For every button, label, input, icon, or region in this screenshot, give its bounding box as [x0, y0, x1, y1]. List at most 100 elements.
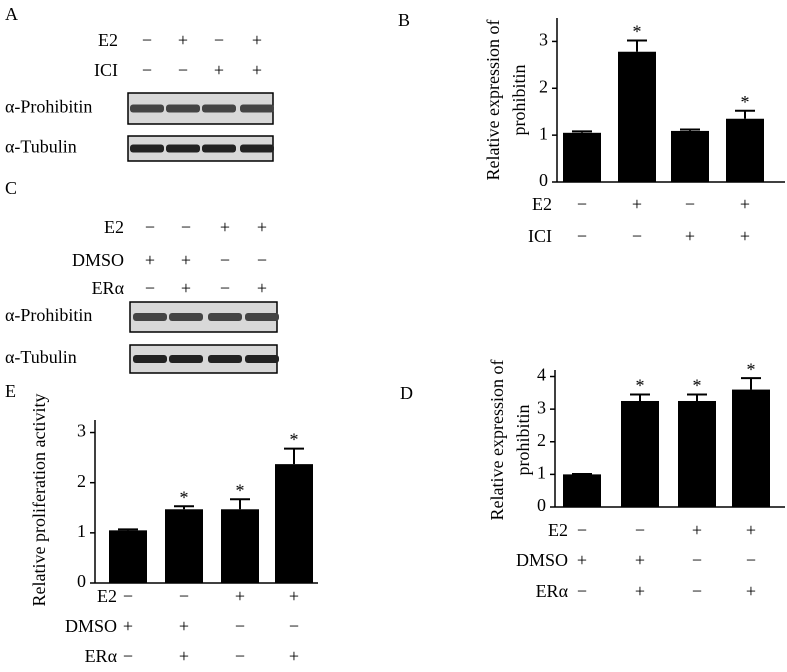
blot-band — [130, 144, 164, 153]
condition-sign: − — [577, 520, 587, 540]
condition-sign: − — [123, 586, 133, 606]
condition-sign: − — [577, 194, 587, 214]
condition-sign: − — [145, 217, 155, 237]
panel-letter: C — [5, 178, 17, 198]
condition-sign: + — [746, 520, 756, 540]
y-tick-label: 0 — [537, 495, 546, 515]
y-axis-label: prohibitin — [509, 65, 529, 136]
condition-sign: + — [179, 646, 189, 666]
condition-sign: − — [692, 550, 702, 570]
y-tick-label: 0 — [539, 170, 548, 190]
condition-sign: + — [181, 250, 191, 270]
condition-sign: + — [257, 217, 267, 237]
y-axis-label: Relative expression of — [483, 20, 503, 181]
condition-sign: − — [145, 278, 155, 298]
y-tick-label: 0 — [77, 571, 86, 591]
condition-sign: − — [179, 586, 189, 606]
bar — [671, 130, 709, 182]
panel-letter: E — [5, 381, 16, 401]
condition-sign: − — [142, 60, 152, 80]
y-tick-label: 3 — [77, 421, 86, 441]
y-tick-label: 2 — [539, 76, 548, 96]
blot-band — [240, 104, 274, 113]
bar — [726, 118, 764, 182]
y-tick-label: 1 — [539, 123, 548, 143]
condition-sign: + — [692, 520, 702, 540]
condition-sign: − — [632, 226, 642, 246]
condition-sign: + — [685, 226, 695, 246]
blot-band — [166, 144, 200, 153]
condition-sign: + — [632, 194, 642, 214]
condition-sign: + — [252, 60, 262, 80]
condition-label: DMSO — [72, 250, 124, 270]
condition-sign: − — [635, 520, 645, 540]
condition-sign: − — [220, 278, 230, 298]
significance-star: * — [180, 487, 189, 507]
condition-sign: + — [123, 616, 133, 636]
condition-sign: + — [577, 550, 587, 570]
condition-sign: + — [746, 581, 756, 601]
bar — [165, 509, 203, 583]
bar — [109, 530, 147, 583]
blot-band — [202, 144, 236, 153]
condition-sign: + — [179, 616, 189, 636]
panel-letter: B — [398, 10, 410, 30]
condition-sign: − — [178, 60, 188, 80]
bar — [618, 51, 656, 182]
condition-label: E2 — [532, 194, 552, 214]
y-axis-label: prohibitin — [513, 405, 533, 476]
condition-sign: − — [692, 581, 702, 601]
condition-sign: + — [220, 217, 230, 237]
bar — [732, 389, 770, 507]
blot-band — [245, 313, 279, 321]
bar — [221, 509, 259, 583]
y-tick-label: 1 — [537, 463, 546, 483]
bar — [275, 464, 313, 583]
condition-sign: − — [577, 581, 587, 601]
significance-star: * — [636, 376, 645, 396]
condition-sign: + — [235, 586, 245, 606]
condition-sign: + — [257, 278, 267, 298]
condition-label: ERα — [85, 646, 118, 666]
blot-band — [130, 104, 164, 113]
condition-sign: − — [123, 646, 133, 666]
condition-sign: + — [181, 278, 191, 298]
blot-band — [202, 104, 236, 113]
significance-star: * — [290, 430, 299, 450]
y-tick-label: 4 — [537, 365, 546, 385]
band-label: α-Prohibitin — [5, 305, 92, 325]
significance-star: * — [747, 359, 756, 379]
condition-sign: − — [685, 194, 695, 214]
condition-sign: + — [178, 30, 188, 50]
blot-band — [169, 313, 203, 321]
condition-sign: + — [740, 194, 750, 214]
condition-label: ERα — [536, 581, 569, 601]
condition-sign: − — [142, 30, 152, 50]
y-tick-label: 2 — [537, 430, 546, 450]
band-label: α-Tubulin — [5, 347, 77, 367]
condition-sign: − — [577, 226, 587, 246]
condition-sign: − — [235, 616, 245, 636]
bar — [621, 400, 659, 507]
y-axis-label: Relative proliferation activity — [29, 394, 49, 607]
y-tick-label: 1 — [77, 521, 86, 541]
band-label: α-Prohibitin — [5, 97, 92, 117]
condition-label: ERα — [92, 278, 125, 298]
significance-star: * — [236, 480, 245, 500]
condition-sign: + — [289, 586, 299, 606]
blot-band — [208, 355, 242, 363]
condition-sign: − — [181, 217, 191, 237]
condition-sign: + — [252, 30, 262, 50]
panel-letter: A — [5, 4, 18, 24]
bar — [678, 400, 716, 507]
band-label: α-Tubulin — [5, 137, 77, 157]
bar — [563, 474, 601, 507]
y-tick-label: 3 — [539, 30, 548, 50]
condition-sign: + — [145, 250, 155, 270]
condition-label: E2 — [97, 586, 117, 606]
blot-band — [166, 104, 200, 113]
condition-sign: + — [635, 550, 645, 570]
condition-sign: − — [257, 250, 267, 270]
condition-sign: + — [635, 581, 645, 601]
